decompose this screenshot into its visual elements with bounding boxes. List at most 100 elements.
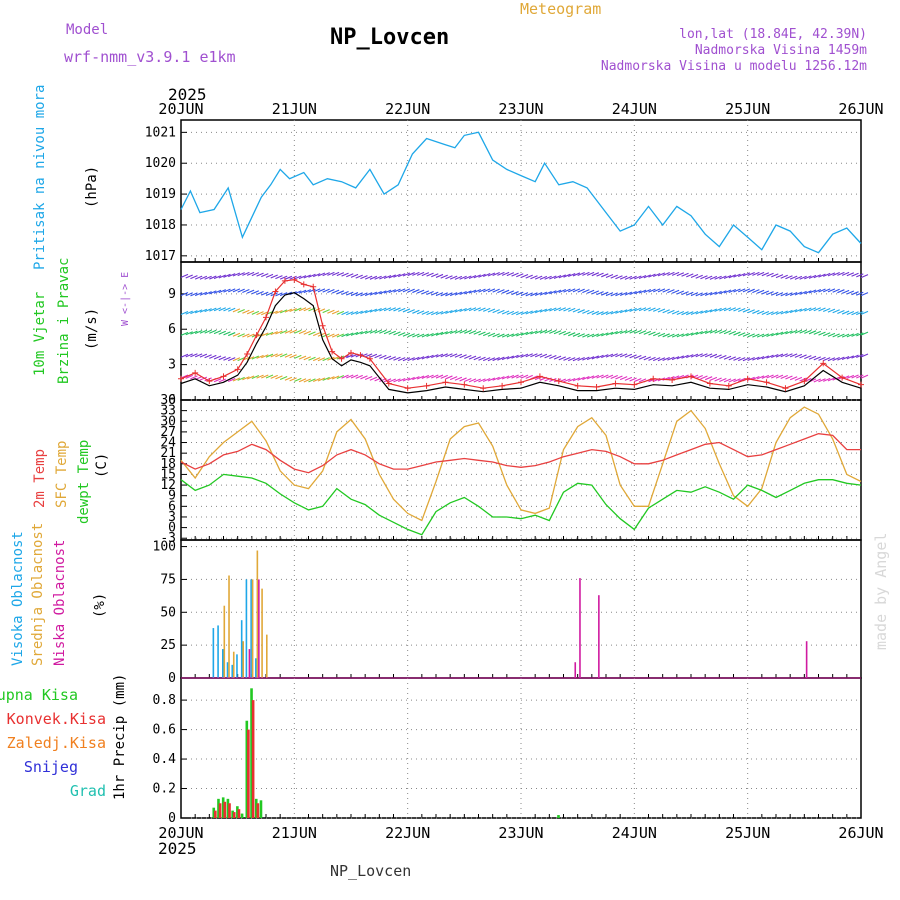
wind-barb [794,353,803,358]
wind-barb [553,355,562,360]
temperature-ytick-label: 6 [168,499,176,514]
wind-barb [232,308,241,313]
wind-barb [643,307,651,312]
wind-barb [374,329,382,334]
wind-barb [487,272,496,277]
cloud-ylabel-1: Visoka Oblacnost [10,531,26,666]
wind-barb [213,378,222,383]
wind-barb [194,309,203,314]
wind-barb [289,377,297,382]
cloud-bar [231,664,234,678]
wind-barb [714,307,722,312]
wind-barb [827,288,836,293]
wind-barb [506,310,515,315]
wind-barb [775,292,784,297]
wind-barb [398,377,406,383]
wind-barb [794,275,803,280]
wind-barb [336,374,345,379]
wind-barb [416,375,425,380]
wind-barb [313,273,321,278]
wind-barb [752,333,760,338]
wind-barb [246,333,255,338]
wind-barb [383,275,392,280]
wind-barb [629,290,637,295]
wind-barb [775,331,784,336]
wind-barb [714,354,722,359]
wind-barb [539,353,548,358]
wind-barb [804,290,812,295]
wind-barb [379,275,387,280]
wind-speed-marker [499,382,506,389]
wind-barb [364,330,373,335]
wind-speed-marker [338,355,345,362]
wind-barb [634,378,642,383]
wind-barb [421,272,430,277]
wind-barb [709,291,718,296]
wind-barb [364,292,373,297]
wind-barb [180,331,189,336]
wind-barb [331,271,340,276]
wind-barb [700,353,708,358]
wind-barb [818,356,826,361]
wind-barb [823,357,831,362]
wind-barb [369,353,378,358]
wind-barb [568,332,576,337]
wind-barb [369,275,378,280]
cloud-bar [248,649,251,678]
wind-barb [313,357,321,362]
wind-barb [308,356,316,361]
wind-barb [624,291,633,296]
wind-barb [261,354,269,359]
wind-barb [841,356,850,361]
wind-barb [577,333,585,338]
wind-barb [785,353,793,358]
wind-barb [714,290,722,295]
wind-barb [364,275,373,280]
wind-barb [572,332,581,337]
wind-barb [837,356,845,361]
wind-barb [690,274,699,279]
wind-barb [681,332,689,337]
wind-speed-marker [220,373,227,380]
wind-barb [383,355,392,360]
wind-barb [572,288,581,293]
wind-barb [756,289,765,294]
cloud-bar [251,579,254,678]
wind-ylabel-1: 10m Vjetar [32,292,48,376]
wind-barb [327,271,335,276]
precip-ylabel: 1hr Precip (mm) [112,674,128,800]
precip-bar [557,815,560,818]
wind-barb [634,290,642,295]
wind-barb [520,374,529,379]
wind-barb [624,353,633,358]
wind-barb [445,309,453,314]
wind-barb [615,353,623,358]
wind-barb [756,333,765,338]
precip-bar [236,806,239,818]
wind-barb [445,292,453,297]
date-label-bottom: 25JUN [725,824,770,842]
wind-barb [761,333,770,338]
wind-barb [379,329,387,334]
wind-compass: W <-|-> E [120,272,131,326]
wind-barb [534,292,543,297]
wind-barb [638,330,647,335]
wind-barb [789,275,798,280]
wind-barb [832,357,840,362]
wind-barb [388,330,396,335]
wind-barb [421,290,430,295]
wind-barb [213,275,222,280]
cloud-bar [574,662,577,678]
wind-barb [185,274,193,279]
wind-barb [501,271,510,276]
wind-speed-marker [706,380,713,387]
wind-barb [492,357,500,362]
wind-speed-marker [574,382,581,389]
wind-barb [804,355,812,360]
wind-speed-marker [725,382,732,389]
wind-barb [738,377,746,382]
wind-barb [412,309,420,314]
wind-barb [733,378,741,383]
wind-barb [785,292,793,297]
wind-barb [823,377,831,382]
